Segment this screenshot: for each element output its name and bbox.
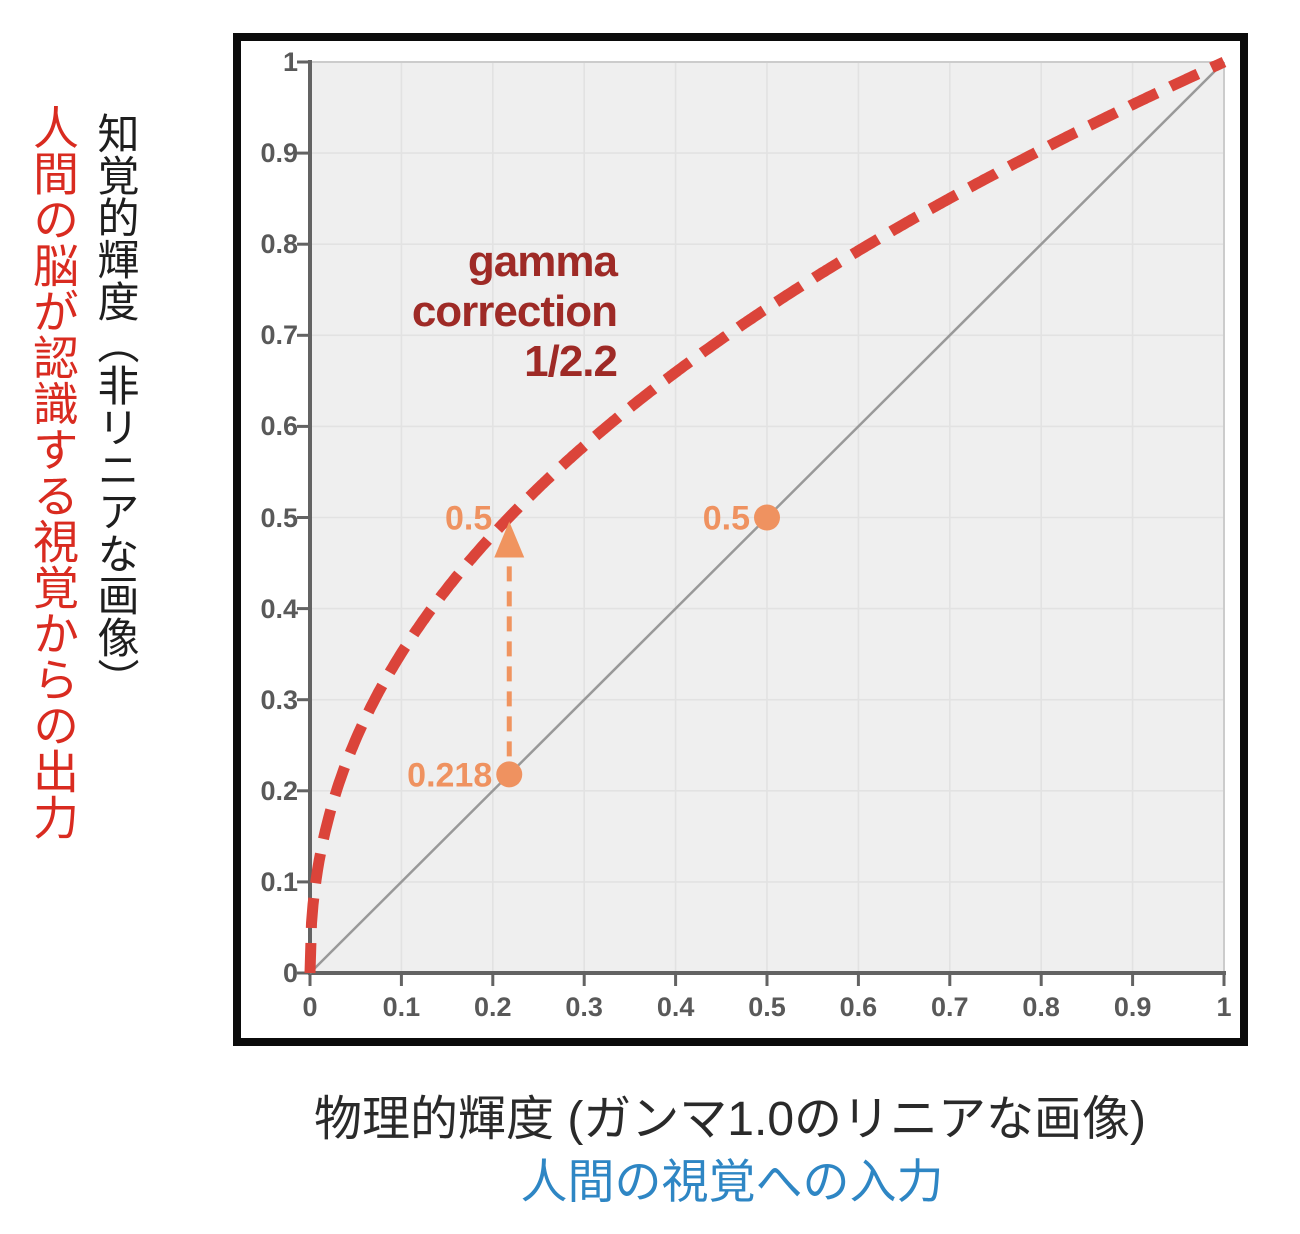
y-tick-label: 0.6: [260, 411, 298, 442]
y-axis-label-black: 知覚的輝度（非リニアな画像）: [92, 112, 139, 700]
x-tick-label: 0.5: [748, 992, 786, 1022]
y-tick-label: 0.4: [260, 593, 298, 624]
y-axis-label-red: 人間の脳が認識する視覚からの出力: [27, 104, 79, 840]
data-point: [754, 504, 780, 531]
y-tick-label: 0.3: [260, 684, 298, 715]
y-tick-label: 0: [282, 958, 298, 988]
x-axis-label-blue: 人間の視覚への入力: [520, 1155, 944, 1208]
x-axis-label-black: 物理的輝度 (ガンマ1.0のリニアな画像): [313, 1093, 1147, 1146]
gamma-curve: [304, 57, 1227, 974]
x-tick-label: 0.2: [474, 992, 512, 1022]
gamma-annotation-line1: gamma: [467, 237, 618, 286]
x-tick-label: 0.6: [839, 992, 878, 1022]
x-tick-label: 0.8: [1022, 992, 1060, 1022]
y-tick-label: 0.1: [260, 866, 298, 897]
gamma-curve-chart: 0.218 0.5 0.5: [297, 57, 1227, 986]
y-tick-label: 0.8: [260, 229, 298, 260]
y-tick-label: 0.5: [260, 502, 298, 533]
gamma-annotation-line2: correction: [411, 287, 618, 336]
x-tick-label: 0.7: [931, 992, 969, 1022]
y-tick-label: 0.2: [260, 775, 298, 806]
point-label: 0.5: [445, 500, 492, 538]
y-tick-label: 0.9: [260, 138, 298, 169]
x-tick-label: 1: [1216, 992, 1232, 1022]
x-tick-label: 0.9: [1113, 992, 1152, 1022]
x-tick-label: 0.1: [382, 992, 421, 1022]
point-label: 0.218: [407, 756, 492, 794]
arrow-head: [494, 521, 525, 558]
point-label: 0.5: [703, 500, 750, 538]
gamma-annotation: gamma correction 1/2.2: [411, 237, 618, 387]
x-tick-label: 0.3: [565, 992, 603, 1022]
data-point: [496, 761, 523, 788]
y-tick-label: 0.7: [260, 320, 298, 351]
x-tick-label: 0: [302, 992, 318, 1022]
gamma-annotation-line3: 1/2.2: [524, 337, 618, 386]
y-tick-label: 1: [282, 47, 298, 77]
x-tick-label: 0.4: [656, 992, 695, 1022]
